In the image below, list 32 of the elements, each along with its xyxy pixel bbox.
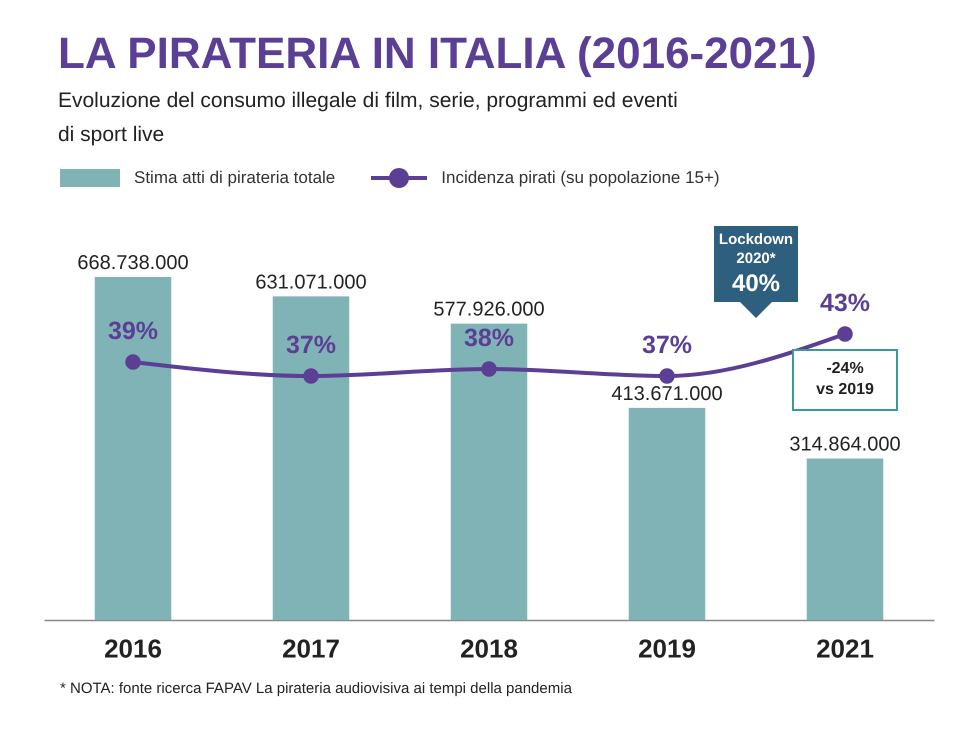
x-tick-label: 2021: [816, 634, 874, 664]
point: [837, 326, 853, 342]
legend-label: Stima atti di pirateria totale: [134, 168, 336, 188]
annotation: -24% vs 2019: [816, 360, 874, 398]
bar: [450, 324, 528, 620]
x-tick-label: 2019: [638, 634, 696, 664]
bar: [272, 296, 350, 620]
data-label: 43%: [820, 289, 870, 317]
point: [481, 361, 497, 377]
chart-title: LA PIRATERIA IN ITALIA (2016-2021): [58, 28, 818, 80]
x-tick-label: 2018: [460, 634, 518, 664]
data-label: 37%: [642, 331, 692, 359]
data-label: 37%: [286, 331, 336, 359]
bar: [806, 458, 884, 620]
annotation: Lockdown 2020* 40%: [718, 231, 794, 297]
data-label: 631.071.000: [255, 271, 367, 294]
point: [303, 368, 319, 384]
data-label: 668.738.000: [77, 252, 189, 274]
data-label: 577.926.000: [433, 298, 545, 321]
data-label: 413.671.000: [611, 382, 723, 405]
x-tick-label: 2016: [104, 634, 162, 664]
point: [125, 354, 141, 370]
bar: [94, 277, 172, 620]
chart-subtitle: Evoluzione del consumo illegale di film, serie, programmi ed eventi di sport live: [58, 88, 679, 148]
legend-label: Incidenza pirati (su popolazione 15+): [441, 168, 720, 188]
bar: [628, 408, 706, 620]
text: * NOTA: fonte ricerca FAPAV La pirateria audiovisiva ai tempi della pandemia: [60, 680, 573, 697]
data-label: 314.864.000: [789, 434, 901, 456]
x-tick-label: 2017: [282, 634, 340, 664]
data-label: 38%: [464, 324, 514, 352]
point: [659, 368, 675, 384]
data-label: 39%: [108, 317, 158, 345]
